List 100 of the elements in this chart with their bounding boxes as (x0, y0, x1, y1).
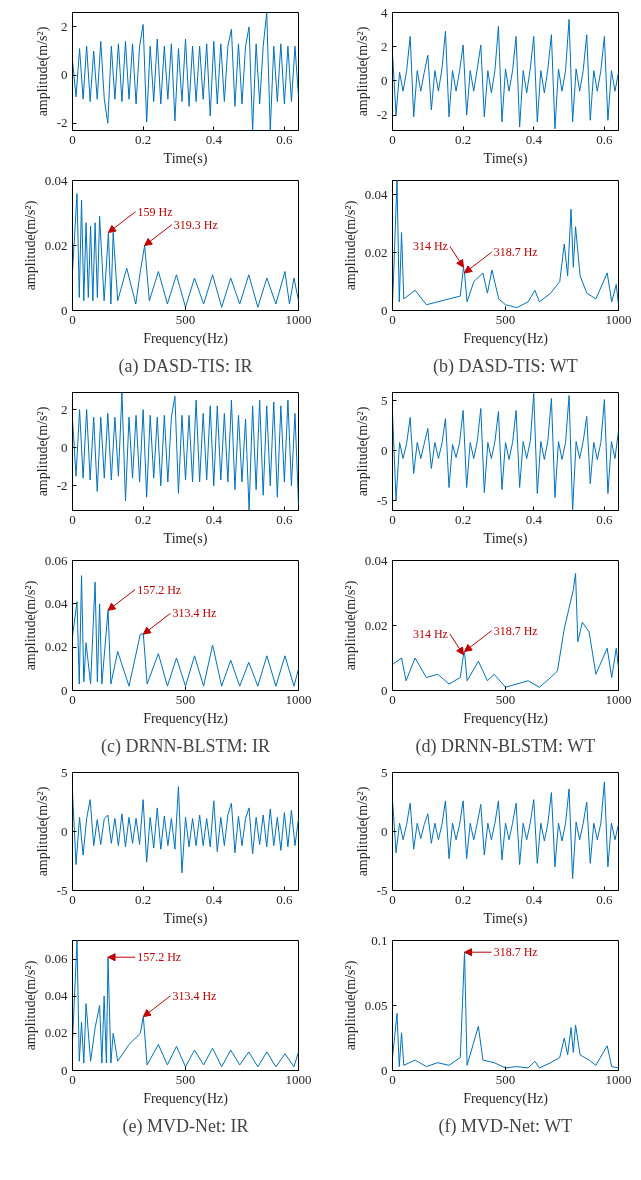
y-tick-label: 0.04 (44, 172, 68, 188)
text: (c) DRNN-BLSTM: IR (101, 735, 271, 757)
y-axis-title: amplitude(m/s²) (22, 960, 39, 1051)
annotation: 313.4 Hz (172, 988, 217, 1003)
y-tick-label: 0 (381, 72, 388, 88)
y-tick-label: 0.02 (364, 617, 388, 633)
y-tick-label: 0.04 (364, 186, 388, 202)
x-tick-label: 0.4 (525, 131, 543, 147)
y-tick-label: 0.06 (44, 552, 68, 568)
x-axis-title: Time(s) (163, 150, 208, 167)
y-tick-label: 0.04 (364, 552, 388, 568)
x-axis-title: Time(s) (483, 530, 528, 547)
x-tick-label: 1000 (605, 311, 632, 327)
x-tick-label: 0.6 (276, 131, 293, 147)
annotation: 313.4 Hz (172, 606, 217, 621)
x-tick-label: 0.2 (455, 511, 472, 527)
x-tick-label: 500 (495, 311, 516, 327)
x-tick-label: 0.4 (525, 891, 543, 907)
x-tick-label: 0.6 (596, 511, 613, 527)
y-tick-label: 2 (381, 38, 388, 54)
x-tick-label: 1000 (285, 691, 312, 707)
x-tick-label: 1000 (285, 1071, 312, 1087)
annotation: 159 Hz (137, 204, 173, 219)
y-tick-label: 0.02 (364, 244, 388, 260)
text: (d) DRNN-BLSTM: WT (415, 735, 596, 757)
y-axis-title: amplitude(m/s²) (354, 786, 371, 877)
x-tick-label: 500 (175, 691, 196, 707)
y-axis-title: amplitude(m/s²) (22, 580, 39, 671)
annotation: 318.7 Hz (493, 945, 538, 960)
y-tick-label: -2 (376, 107, 388, 123)
y-tick-label: -2 (56, 477, 68, 493)
text: (e) MVD-Net: IR (122, 1115, 249, 1137)
y-tick-label: -5 (376, 882, 388, 898)
annotation: 314 Hz (412, 626, 448, 641)
x-tick-label: 500 (495, 691, 516, 707)
y-tick-label: 0 (381, 823, 388, 839)
y-tick-label: 0.02 (44, 1025, 68, 1041)
x-tick-label: 0.4 (525, 511, 543, 527)
text: (b) DASD-TIS: WT (433, 355, 578, 377)
y-axis-title: amplitude(m/s²) (342, 200, 359, 291)
y-tick-label: 0.02 (44, 237, 68, 253)
y-tick-label: -5 (56, 882, 68, 898)
y-tick-label: 5 (381, 764, 388, 780)
x-axis-title: Frequency(Hz) (463, 1090, 549, 1107)
x-tick-label: 0.6 (596, 891, 613, 907)
y-tick-label: 0.1 (371, 932, 388, 948)
x-tick-label: 0.2 (135, 131, 152, 147)
x-tick-label: 1000 (285, 311, 312, 327)
x-tick-label: 0.4 (205, 891, 223, 907)
x-axis-title: Frequency(Hz) (143, 330, 229, 347)
y-tick-label: 5 (61, 764, 68, 780)
x-axis-title: Frequency(Hz) (143, 1090, 229, 1107)
y-tick-label: 0.04 (44, 595, 68, 611)
y-axis-title: amplitude(m/s²) (354, 26, 371, 117)
y-tick-label: 0 (61, 439, 68, 455)
x-tick-label: 0.4 (205, 131, 223, 147)
x-axis-title: Frequency(Hz) (463, 710, 549, 727)
y-tick-label: 0 (381, 442, 388, 458)
y-axis-title: amplitude(m/s²) (34, 786, 51, 877)
x-axis-title: Frequency(Hz) (463, 330, 549, 347)
x-tick-label: 0.4 (205, 511, 223, 527)
y-axis-title: amplitude(m/s²) (354, 406, 371, 497)
y-tick-label: 0.05 (364, 997, 388, 1013)
annotation: 157.2 Hz (137, 950, 182, 965)
y-tick-label: 5 (381, 392, 388, 408)
y-tick-label: 0 (61, 67, 68, 83)
x-tick-label: 0.6 (596, 131, 613, 147)
x-tick-label: 500 (495, 1071, 516, 1087)
x-tick-label: 0.2 (135, 891, 152, 907)
y-tick-label: -5 (376, 492, 388, 508)
y-tick-label: 2 (61, 18, 68, 34)
y-axis-title: amplitude(m/s²) (34, 26, 51, 117)
x-tick-label: 0.6 (276, 511, 293, 527)
y-tick-label: 0.02 (44, 639, 68, 655)
x-tick-label: 1000 (605, 1071, 632, 1087)
annotation: 319.3 Hz (173, 217, 218, 232)
x-axis-title: Time(s) (163, 910, 208, 927)
y-tick-label: 4 (381, 4, 388, 20)
annotation: 314 Hz (412, 239, 448, 254)
x-axis-title: Time(s) (163, 530, 208, 547)
text: (f) MVD-Net: WT (438, 1115, 573, 1137)
y-tick-label: 0 (61, 823, 68, 839)
y-tick-label: -2 (56, 115, 68, 131)
x-tick-label: 500 (175, 1071, 196, 1087)
x-tick-label: 0.6 (276, 891, 293, 907)
y-axis-title: amplitude(m/s²) (34, 406, 51, 497)
y-axis-title: amplitude(m/s²) (22, 200, 39, 291)
annotation: 318.7 Hz (493, 623, 538, 638)
x-axis-title: Time(s) (483, 910, 528, 927)
annotation: 318.7 Hz (493, 245, 538, 260)
y-tick-label: 2 (61, 401, 68, 417)
x-tick-label: 0.2 (455, 131, 472, 147)
y-axis-title: amplitude(m/s²) (342, 580, 359, 671)
x-tick-label: 1000 (605, 691, 632, 707)
x-tick-label: 0.2 (135, 511, 152, 527)
y-axis-title: amplitude(m/s²) (342, 960, 359, 1051)
y-tick-label: 0.04 (44, 988, 68, 1004)
x-axis-title: Time(s) (483, 150, 528, 167)
annotation: 157.2 Hz (137, 582, 182, 597)
text: (a) DASD-TIS: IR (118, 355, 253, 377)
